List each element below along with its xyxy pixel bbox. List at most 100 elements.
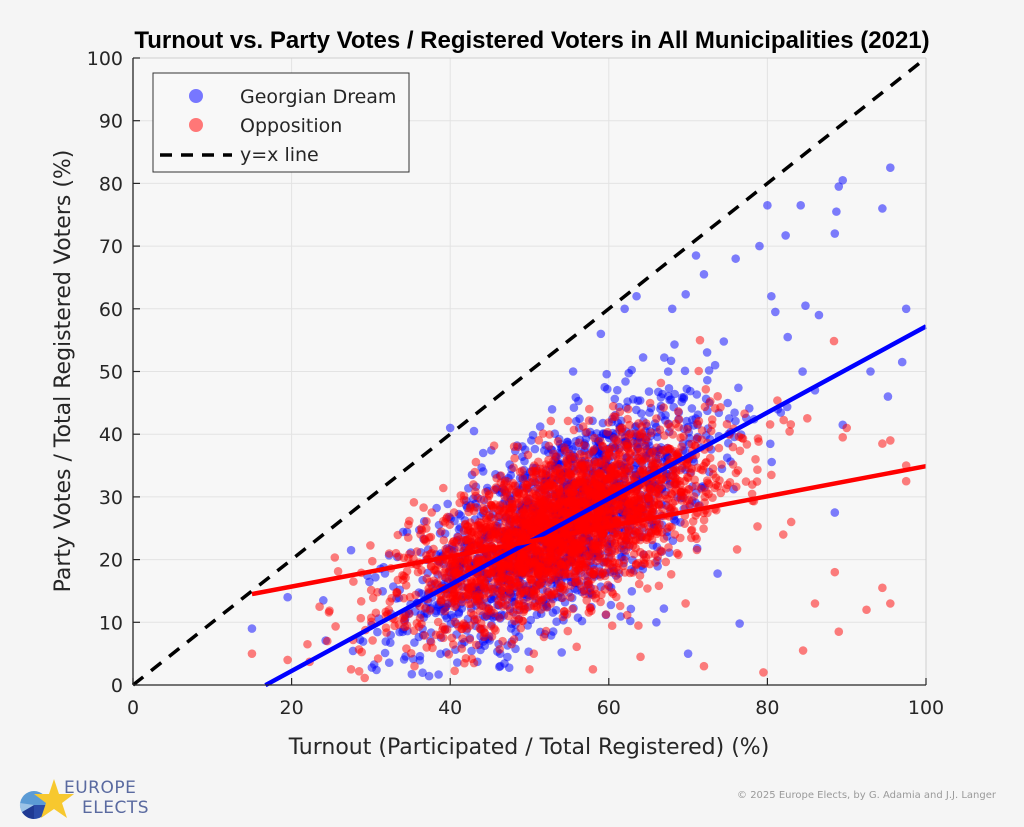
data-point bbox=[752, 477, 762, 486]
x-tick-label: 80 bbox=[755, 697, 779, 719]
data-point bbox=[730, 408, 739, 418]
data-point bbox=[878, 204, 887, 213]
data-point bbox=[360, 673, 370, 683]
data-point bbox=[439, 483, 448, 493]
data-point bbox=[444, 650, 454, 659]
data-point bbox=[717, 460, 726, 469]
data-point bbox=[625, 449, 634, 459]
data-point bbox=[597, 481, 606, 490]
data-point bbox=[465, 635, 475, 644]
data-point bbox=[455, 498, 465, 508]
data-point bbox=[650, 462, 659, 472]
data-point bbox=[315, 602, 324, 611]
data-point bbox=[503, 652, 512, 662]
data-point bbox=[514, 600, 523, 609]
data-point bbox=[666, 356, 676, 366]
legend-label-opposition: Opposition bbox=[240, 115, 342, 137]
data-point bbox=[504, 611, 513, 621]
data-point bbox=[386, 638, 395, 647]
data-point bbox=[546, 460, 556, 470]
data-point bbox=[610, 558, 620, 568]
data-point bbox=[625, 420, 634, 430]
data-point bbox=[384, 605, 394, 615]
data-point bbox=[551, 563, 561, 572]
data-point bbox=[517, 509, 527, 518]
data-point bbox=[622, 507, 632, 517]
data-point bbox=[650, 487, 660, 496]
data-point bbox=[644, 387, 654, 396]
data-point bbox=[582, 596, 591, 605]
data-point bbox=[645, 408, 654, 417]
data-point bbox=[474, 599, 484, 608]
data-point bbox=[625, 568, 635, 578]
data-point bbox=[653, 552, 662, 561]
data-point bbox=[528, 551, 538, 561]
data-point bbox=[563, 570, 572, 579]
data-point bbox=[901, 304, 911, 314]
data-point bbox=[542, 490, 552, 500]
data-point bbox=[409, 498, 419, 507]
data-point bbox=[609, 529, 618, 538]
data-point bbox=[665, 481, 675, 491]
data-point bbox=[349, 577, 358, 586]
data-point bbox=[878, 439, 887, 448]
data-point bbox=[582, 427, 591, 437]
data-point bbox=[499, 561, 508, 571]
data-point bbox=[664, 384, 674, 393]
data-point bbox=[433, 617, 443, 627]
data-point bbox=[658, 504, 667, 513]
data-point bbox=[407, 669, 417, 679]
data-point bbox=[838, 175, 848, 185]
data-point bbox=[470, 616, 479, 625]
data-point bbox=[830, 567, 840, 577]
data-point bbox=[368, 636, 377, 645]
data-point bbox=[460, 555, 470, 564]
data-point bbox=[699, 524, 708, 533]
data-point bbox=[427, 548, 436, 558]
data-point bbox=[577, 616, 587, 626]
data-point bbox=[665, 444, 674, 454]
data-point bbox=[405, 592, 415, 602]
x-tick-label: 60 bbox=[597, 697, 621, 719]
data-point bbox=[624, 430, 634, 440]
y-tick-label: 20 bbox=[99, 550, 123, 572]
data-point bbox=[886, 436, 895, 445]
data-point bbox=[683, 649, 693, 658]
data-point bbox=[886, 163, 895, 173]
data-point bbox=[387, 593, 396, 603]
data-point bbox=[492, 473, 502, 483]
data-point bbox=[722, 419, 732, 429]
data-point bbox=[533, 480, 543, 490]
data-point bbox=[829, 336, 839, 346]
data-point bbox=[404, 533, 413, 542]
legend-label-yx-line: y=x line bbox=[240, 144, 319, 166]
data-point bbox=[897, 357, 907, 367]
data-point bbox=[470, 467, 480, 477]
data-point bbox=[513, 442, 523, 452]
y-tick-label: 40 bbox=[99, 424, 123, 446]
x-tick-label: 40 bbox=[438, 697, 462, 719]
data-point bbox=[572, 642, 581, 652]
data-point bbox=[638, 505, 648, 515]
data-point bbox=[526, 594, 535, 603]
data-point bbox=[753, 522, 762, 531]
legend-label-georgian-dream: Georgian Dream bbox=[240, 86, 396, 108]
data-point bbox=[415, 656, 425, 665]
data-point bbox=[513, 559, 523, 568]
data-point bbox=[355, 635, 365, 644]
data-point bbox=[645, 398, 655, 408]
data-point bbox=[401, 581, 411, 590]
data-point bbox=[426, 532, 436, 542]
data-point bbox=[522, 480, 532, 490]
data-point bbox=[659, 403, 668, 412]
data-point bbox=[419, 503, 428, 512]
data-point bbox=[767, 291, 776, 301]
data-point bbox=[754, 437, 763, 446]
data-point bbox=[576, 458, 585, 467]
data-point bbox=[558, 593, 567, 603]
data-point bbox=[322, 636, 332, 646]
data-point bbox=[534, 436, 544, 445]
data-point bbox=[619, 555, 629, 565]
data-point bbox=[473, 530, 483, 539]
data-point bbox=[593, 544, 603, 553]
